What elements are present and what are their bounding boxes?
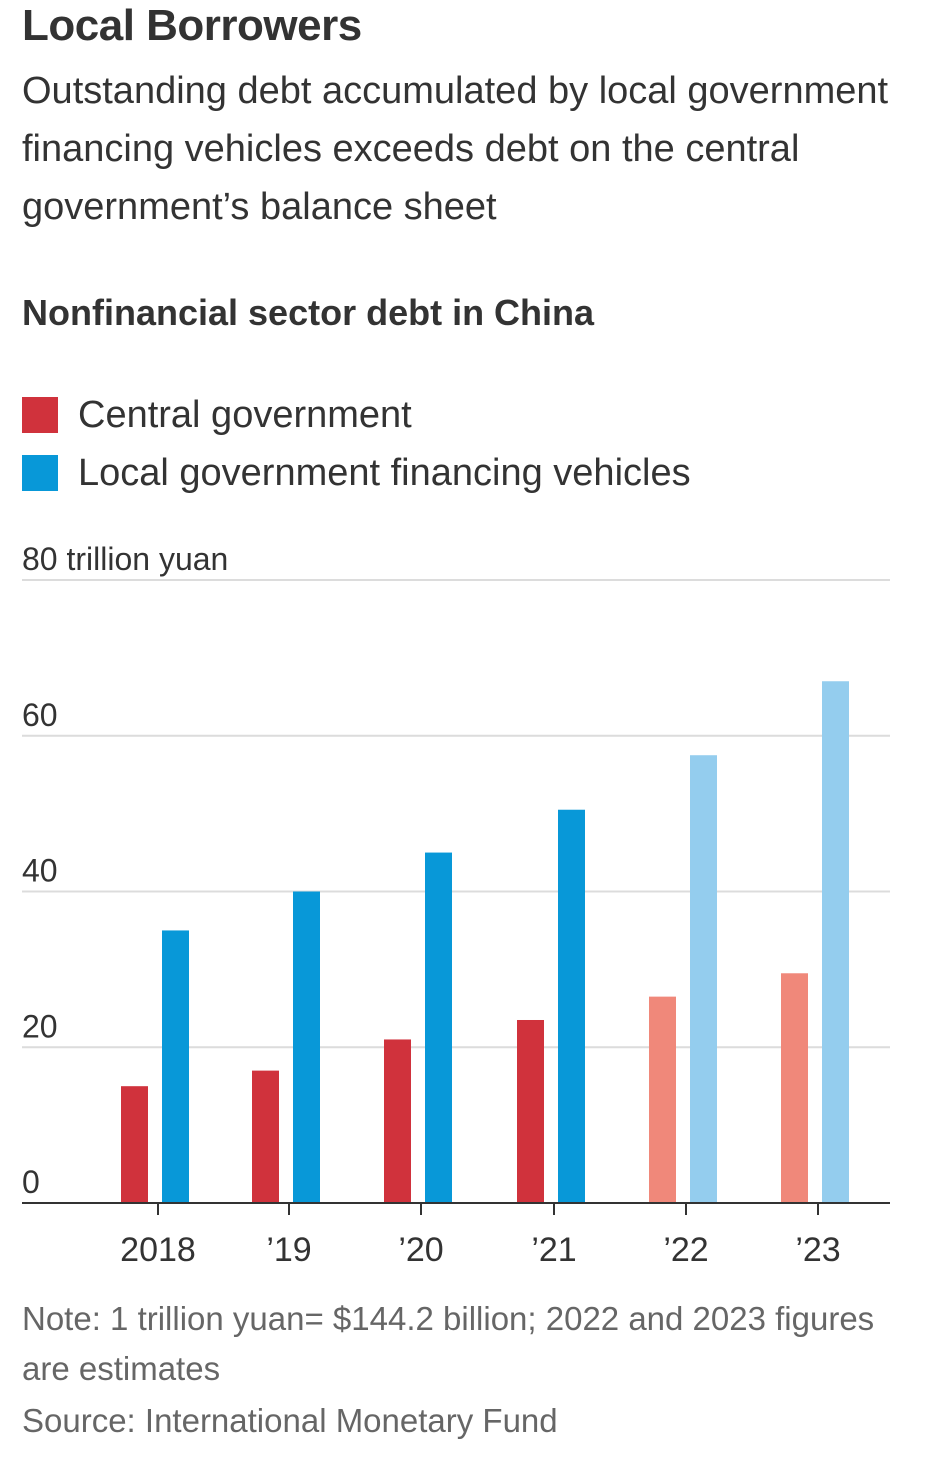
x-tick-label: ’20 xyxy=(398,1231,443,1269)
x-tick-label: ’23 xyxy=(795,1231,840,1269)
legend-swatch-lgfv xyxy=(22,455,58,491)
bars xyxy=(121,681,849,1203)
bar-lgfv-5 xyxy=(822,681,849,1203)
bar-central-2 xyxy=(384,1039,411,1203)
y-tick-label: 0 xyxy=(22,1164,40,1200)
legend-swatch-central xyxy=(22,397,58,433)
x-tick-label: ’21 xyxy=(531,1231,576,1269)
legend: Central government Local government fina… xyxy=(22,386,691,502)
legend-item-lgfv: Local government financing vehicles xyxy=(22,444,691,502)
x-axis: 2018 ’19 ’20 ’21 ’22 ’23 xyxy=(22,1202,890,1269)
source: Source: International Monetary Fund xyxy=(22,1402,558,1439)
x-tick-label: ’19 xyxy=(266,1231,311,1269)
legend-item-central: Central government xyxy=(22,386,691,444)
x-tick-label: 2018 xyxy=(120,1231,196,1269)
chart-title: Nonfinancial sector debt in China xyxy=(22,292,595,333)
bar-central-0 xyxy=(121,1086,148,1203)
legend-label-lgfv: Local government financing vehicles xyxy=(78,451,691,494)
x-tick-label: ’22 xyxy=(663,1231,708,1269)
y-axis-labels: 0 20 40 60 80 trillion yuan xyxy=(22,541,228,1200)
bar-lgfv-4 xyxy=(690,755,717,1203)
bar-central-3 xyxy=(517,1019,544,1203)
bar-chart: 2018 ’19 ’20 ’21 ’22 ’23 0 20 40 60 80 trillion y… xyxy=(22,541,890,1269)
note: Note: 1 trillion yuan= $144.2 billion; 2… xyxy=(22,1300,875,1387)
bar-lgfv-3 xyxy=(558,809,585,1203)
bar-lgfv-0 xyxy=(162,930,189,1203)
bar-central-5 xyxy=(781,973,808,1203)
bar-lgfv-1 xyxy=(293,891,320,1203)
bar-central-4 xyxy=(649,996,676,1203)
notes: Note: 1 trillion yuan= $144.2 billion; 2… xyxy=(22,1294,922,1446)
y-tick-label: 80 trillion yuan xyxy=(22,541,228,577)
y-tick-label: 60 xyxy=(22,697,58,733)
bar-central-1 xyxy=(252,1070,279,1203)
bar-lgfv-2 xyxy=(425,852,452,1203)
headline: Local Borrowers xyxy=(22,1,362,50)
gridlines xyxy=(22,579,890,1049)
y-tick-label: 40 xyxy=(22,853,58,889)
y-tick-label: 20 xyxy=(22,1008,58,1044)
dek: Outstanding debt accumulated by local go… xyxy=(22,70,889,228)
legend-label-central: Central government xyxy=(78,393,412,436)
